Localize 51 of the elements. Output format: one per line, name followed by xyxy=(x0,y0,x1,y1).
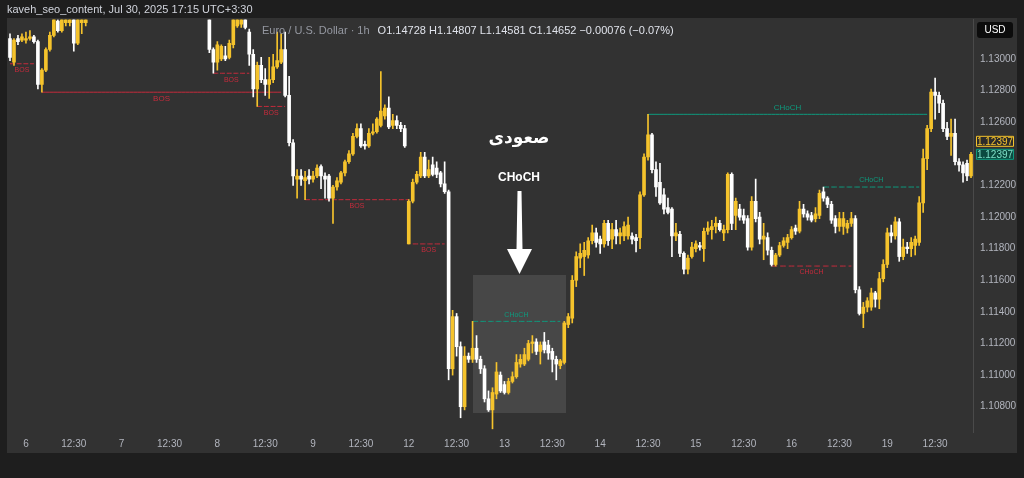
x-tick-label: 12:30 xyxy=(61,437,87,449)
y-tick-label: 1.12000 xyxy=(980,210,1017,222)
x-tick-label: 12:30 xyxy=(731,437,757,449)
annotation: CHoCH xyxy=(497,170,541,184)
annotation: O1.14728 H1.14807 L1.14581 C1.14652 −0.00076 (−0.07%) xyxy=(377,24,674,37)
candlestick xyxy=(303,170,307,200)
y-tick-label: 1.10800 xyxy=(980,400,1017,412)
candlestick xyxy=(698,242,702,251)
x-tick-label: 12:30 xyxy=(156,437,183,449)
x-tick-label: 9 xyxy=(310,437,317,449)
candlestick xyxy=(709,219,714,240)
x-tick-label: 12:30 xyxy=(539,437,566,449)
annotation: صعودی xyxy=(487,126,551,148)
candlestick xyxy=(28,30,32,41)
x-tick-label: 12 xyxy=(403,437,415,449)
y-tick-label: 1.12800 xyxy=(980,84,1017,96)
candlestick xyxy=(634,234,638,253)
x-tick-label: 12:30 xyxy=(826,437,853,449)
candlestick xyxy=(933,77,937,120)
y-tick-label: 1.11200 xyxy=(980,337,1016,349)
text: USD xyxy=(977,22,1013,38)
candlestick xyxy=(24,31,28,44)
x-tick-label: 8 xyxy=(214,437,221,449)
x-tick-label: 12:30 xyxy=(922,437,949,449)
x-tick-label: 6 xyxy=(23,437,30,449)
chart-title: Euro / U.S. Dollar · 1h xyxy=(262,24,370,37)
x-tick-label: 12:30 xyxy=(252,437,279,449)
y-tick-label: 1.13000 xyxy=(980,52,1017,64)
x-tick-label: 13 xyxy=(498,437,511,449)
y-tick-label: 1.11800 xyxy=(980,242,1016,254)
candlestick xyxy=(905,242,910,254)
x-tick-label: 16 xyxy=(786,437,798,449)
y-tick-label: 1.11000 xyxy=(980,368,1016,380)
text: 1.12397 xyxy=(976,135,1014,147)
x-tick-label: 15 xyxy=(690,437,702,449)
x-tick-label: 12:30 xyxy=(444,437,470,449)
y-tick-label: 1.12600 xyxy=(980,115,1017,127)
text: 1.12397 xyxy=(976,148,1014,160)
x-tick-label: 12:30 xyxy=(635,437,661,449)
text: kaveh_seo_content, Jul 30, 2025 17:15 UTC+3:30 xyxy=(7,3,253,16)
y-tick-label: 1.12200 xyxy=(980,179,1017,191)
candlestick xyxy=(267,57,272,99)
x-tick-label: 19 xyxy=(881,437,894,449)
series-label: BOS xyxy=(153,94,170,104)
x-tick-label: 14 xyxy=(594,437,607,449)
y-tick-label: 1.11600 xyxy=(980,274,1016,286)
series-label: CHoCH xyxy=(773,102,802,112)
x-tick-label: 12:30 xyxy=(348,437,374,449)
candlestick xyxy=(949,118,953,156)
y-tick-label: 1.11400 xyxy=(980,305,1016,317)
x-tick-label: 7 xyxy=(118,437,125,449)
